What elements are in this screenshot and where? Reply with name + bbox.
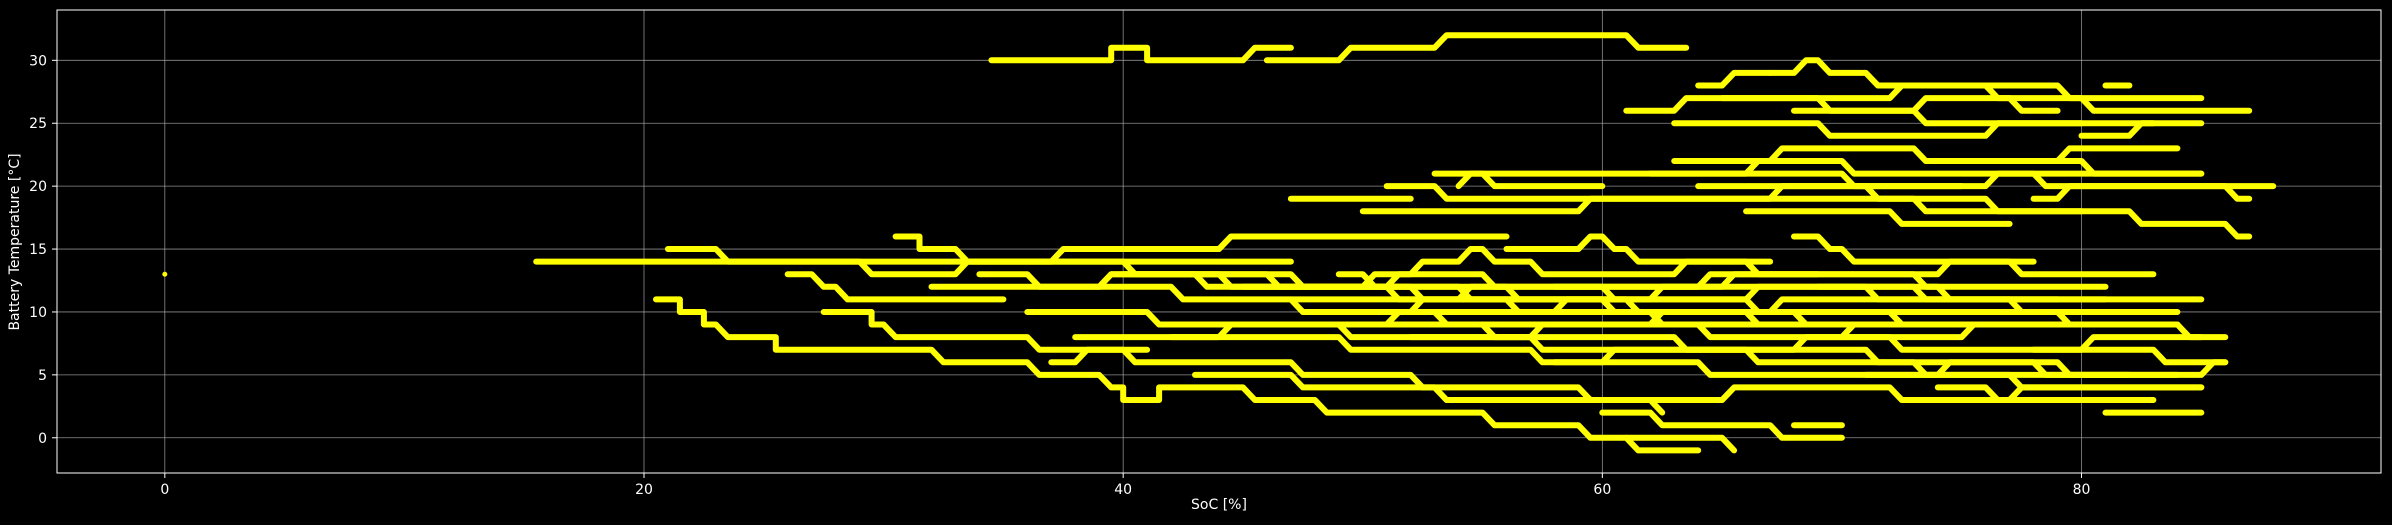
y-axis-label: Battery Temperature [°C] bbox=[7, 153, 23, 330]
x-axis-label: SoC [%] bbox=[1191, 497, 1247, 513]
data-series-trace bbox=[1359, 296, 2061, 315]
data-series-trace bbox=[820, 309, 1151, 353]
data-series-trace bbox=[988, 44, 1294, 64]
data-series-trace bbox=[1431, 170, 1606, 190]
data-series-trace bbox=[1767, 57, 2253, 114]
y-tick-label: 5 bbox=[38, 368, 47, 384]
y-tick-label: 10 bbox=[29, 305, 47, 321]
axis-ticks: 0 20 40 60 80 0 5 10 15 20 25 30 bbox=[29, 53, 2090, 498]
data-series-trace bbox=[1407, 321, 2109, 341]
data-series-trace bbox=[1048, 346, 1654, 403]
data-series-trace bbox=[1551, 321, 2181, 366]
data-series-trace bbox=[2078, 120, 2205, 139]
data-series-trace bbox=[1599, 384, 2205, 403]
data-series-trace bbox=[2030, 183, 2253, 202]
data-series-trace bbox=[1599, 409, 1845, 441]
data-series-trace bbox=[1647, 158, 2277, 190]
data-series-trace bbox=[1671, 120, 2157, 139]
data-series-trace bbox=[1743, 208, 2013, 227]
data-series-trace bbox=[1982, 145, 2181, 164]
data-series-trace bbox=[1623, 95, 2085, 127]
data-series-trace bbox=[1695, 183, 2253, 240]
data-series-trace bbox=[1934, 384, 2157, 403]
data-series-trace bbox=[1623, 434, 1738, 454]
data-series-trace bbox=[1838, 334, 2205, 353]
data-series-trace bbox=[1791, 233, 2157, 278]
data-series-trace bbox=[1287, 283, 2109, 303]
data-series-trace bbox=[1551, 271, 2109, 290]
data-series-trace bbox=[2030, 346, 2229, 366]
data-series-trace bbox=[1168, 334, 2205, 391]
x-tick-label: 40 bbox=[1114, 482, 1132, 498]
y-tick-label: 15 bbox=[29, 242, 47, 258]
data-point bbox=[162, 271, 168, 277]
data-series-trace bbox=[1695, 69, 1774, 89]
data-series-trace bbox=[1503, 233, 2037, 278]
y-tick-label: 25 bbox=[29, 116, 47, 132]
data-traces bbox=[162, 32, 2277, 454]
data-series-trace bbox=[1335, 246, 1774, 290]
data-series-trace bbox=[1263, 32, 1690, 64]
y-tick-label: 20 bbox=[29, 179, 47, 195]
data-series-trace bbox=[784, 271, 1007, 303]
x-tick-label: 0 bbox=[160, 482, 169, 498]
y-tick-label: 30 bbox=[29, 53, 47, 69]
y-tick-label: 0 bbox=[38, 431, 47, 447]
plot-frame bbox=[56, 9, 2382, 474]
data-series-trace bbox=[1958, 309, 2229, 341]
data-series-trace bbox=[653, 296, 1702, 454]
data-series-trace bbox=[1791, 95, 2061, 114]
x-tick-label: 80 bbox=[2073, 482, 2091, 498]
x-tick-label: 20 bbox=[635, 482, 653, 498]
x-tick-label: 60 bbox=[1593, 482, 1611, 498]
data-series-trace bbox=[1072, 296, 2109, 341]
